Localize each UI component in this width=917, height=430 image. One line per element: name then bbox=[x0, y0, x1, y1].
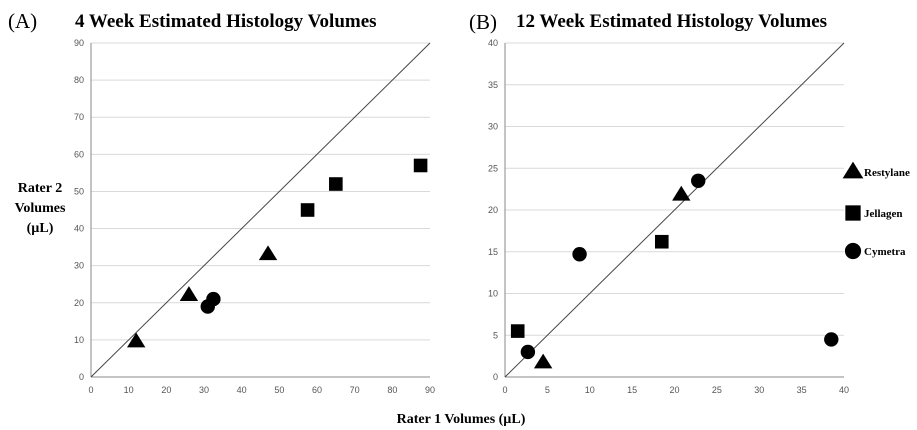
panel-b-12-week: (B) 12 Week Estimated Histology Volumes … bbox=[469, 10, 849, 395]
panel-title-a: 4 Week Estimated Histology Volumes bbox=[75, 11, 377, 32]
x-tick-label: 80 bbox=[387, 385, 397, 395]
x-tick-label: 25 bbox=[712, 385, 722, 395]
legend-label-restylane: Restylane bbox=[864, 167, 910, 179]
y-axis-label-line-1: Rater 2 bbox=[18, 181, 62, 196]
panel-label-b: (B) bbox=[469, 10, 497, 34]
y-tick-label: 50 bbox=[74, 186, 84, 196]
x-axis-label: Rater 1 Volumes (µL) bbox=[397, 412, 526, 427]
y-tick-label: 20 bbox=[74, 298, 84, 308]
x-tick-label: 30 bbox=[754, 385, 764, 395]
y-tick-label: 80 bbox=[74, 75, 84, 85]
data-point-restylane bbox=[179, 286, 199, 301]
y-tick-label: 30 bbox=[74, 261, 84, 271]
y-tick-label: 5 bbox=[493, 330, 498, 340]
x-tick-label: 10 bbox=[124, 385, 134, 395]
identity-line bbox=[90, 42, 431, 378]
x-tick-label: 70 bbox=[350, 385, 360, 395]
y-tick-label: 25 bbox=[488, 163, 498, 173]
y-tick-label: 20 bbox=[488, 205, 498, 215]
legend-label-cymetra: Cymetra bbox=[864, 246, 906, 258]
y-tick-label: 70 bbox=[74, 112, 84, 122]
data-point-restylane bbox=[672, 185, 691, 201]
x-tick-label: 40 bbox=[839, 385, 849, 395]
x-tick-label: 50 bbox=[274, 385, 284, 395]
data-point-cymetra bbox=[824, 332, 839, 347]
data-point-jellagen bbox=[654, 234, 669, 249]
identity-line bbox=[504, 42, 845, 378]
legend-marker-restylane bbox=[842, 161, 864, 179]
x-tick-label: 60 bbox=[312, 385, 322, 395]
y-tick-label: 10 bbox=[74, 335, 84, 345]
panel-a-4-week: (A) 4 Week Estimated Histology Volumes 0… bbox=[8, 9, 435, 395]
data-point-restylane bbox=[533, 353, 553, 369]
y-tick-label: 15 bbox=[488, 247, 498, 257]
y-tick-label: 90 bbox=[74, 38, 84, 48]
y-tick-label: 60 bbox=[74, 149, 84, 159]
legend: Restylane Jellagen Cymetra bbox=[842, 161, 910, 260]
x-tick-label: 20 bbox=[669, 385, 679, 395]
data-point-jellagen bbox=[413, 158, 428, 173]
x-tick-label: 10 bbox=[585, 385, 595, 395]
data-point-jellagen bbox=[510, 324, 525, 338]
x-tick-label: 20 bbox=[161, 385, 171, 395]
data-point-cymetra bbox=[572, 247, 587, 262]
y-tick-label: 0 bbox=[493, 372, 498, 382]
y-tick-label: 40 bbox=[488, 38, 498, 48]
data-point-cymetra bbox=[206, 291, 221, 307]
x-tick-label: 40 bbox=[237, 385, 247, 395]
x-tick-label: 0 bbox=[88, 385, 93, 395]
y-axis-label-line-3: (µL) bbox=[27, 221, 54, 236]
data-point-jellagen bbox=[300, 203, 315, 217]
data-point-jellagen bbox=[329, 177, 343, 191]
y-tick-label: 30 bbox=[488, 122, 498, 132]
y-tick-label: 35 bbox=[488, 80, 498, 90]
x-tick-label: 35 bbox=[797, 385, 807, 395]
data-point-cymetra bbox=[520, 344, 536, 360]
data-point-restylane bbox=[127, 332, 146, 348]
y-tick-label: 10 bbox=[488, 289, 498, 299]
data-point-cymetra bbox=[691, 173, 706, 188]
legend-label-jellagen: Jellagen bbox=[864, 208, 903, 220]
x-tick-label: 90 bbox=[425, 385, 435, 395]
panel-label-a: (A) bbox=[8, 9, 37, 33]
x-tick-label: 5 bbox=[545, 385, 550, 395]
y-axis-label: Rater 2 Volumes (µL) bbox=[15, 181, 66, 236]
legend-marker-jellagen bbox=[845, 205, 861, 221]
legend-marker-cymetra bbox=[844, 242, 862, 260]
y-tick-label: 40 bbox=[74, 224, 84, 234]
x-tick-label: 15 bbox=[627, 385, 637, 395]
x-tick-label: 30 bbox=[199, 385, 209, 395]
x-tick-label: 0 bbox=[502, 385, 507, 395]
panel-title-b: 12 Week Estimated Histology Volumes bbox=[516, 11, 827, 32]
data-point-restylane bbox=[258, 245, 278, 261]
y-tick-label: 0 bbox=[79, 372, 84, 382]
y-axis-label-line-2: Volumes bbox=[15, 201, 66, 216]
